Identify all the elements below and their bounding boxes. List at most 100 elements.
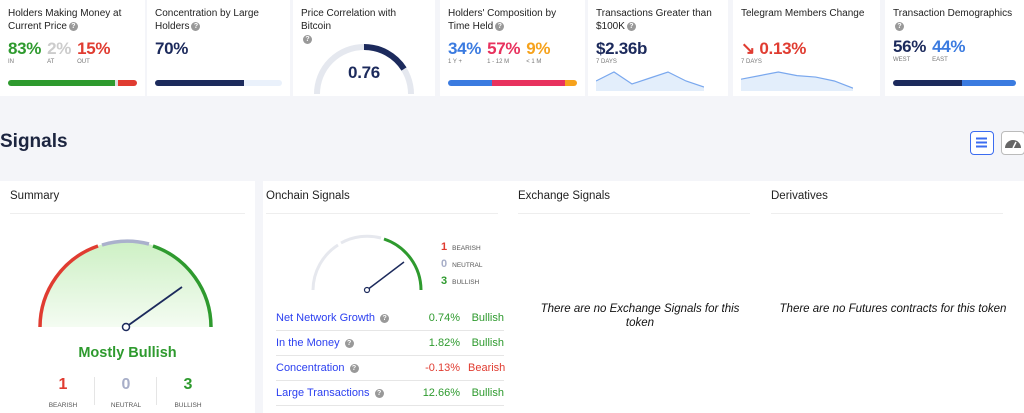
telegram-sparkline — [741, 71, 853, 91]
onchain-neutral: 0 NEUTRAL — [441, 258, 482, 270]
section-title: Signals — [0, 131, 68, 152]
sparkline-area — [741, 72, 853, 91]
summary-gauge — [38, 239, 213, 332]
card-title: Concentration by Large Holders — [155, 8, 259, 32]
help-icon[interactable]: ? — [495, 21, 505, 31]
out-value: 15% — [77, 39, 111, 58]
concentration-value: 70% — [155, 39, 189, 58]
east-value: 44% — [932, 37, 966, 56]
signal-status: Bullish — [471, 337, 504, 349]
list-icon — [976, 137, 987, 148]
demographics-bar — [893, 80, 1016, 86]
panel-title: Summary — [10, 181, 245, 214]
in-value: 83% — [8, 39, 42, 58]
short-term-value: 9% — [526, 39, 551, 58]
short-term-label: < 1 M — [526, 59, 542, 65]
signal-name-link[interactable]: In the Money ? — [276, 337, 429, 349]
signal-status: Bullish — [471, 387, 504, 399]
correlation-value: 0.76 — [348, 63, 380, 82]
neutral-count: 0 NEUTRAL — [96, 376, 156, 412]
card-time-held: Holders' Composition by Time Held? 34% 1 … — [440, 0, 585, 96]
help-icon[interactable]: ? — [626, 21, 636, 31]
in-label: IN — [8, 59, 14, 65]
signal-name-link[interactable]: Concentration ? — [276, 362, 425, 374]
signal-row: Large Transactions ? 12.66% Bullish — [276, 381, 504, 406]
card-title: Holders' Composition by Time Held — [448, 8, 557, 32]
card-title: Transaction Demographics — [893, 8, 1013, 19]
long-term-value: 34% — [448, 39, 482, 58]
mid-term-value: 57% — [487, 39, 521, 58]
derivatives-empty-message: There are no Futures contracts for this … — [779, 303, 1007, 315]
mid-term-label: 1 - 12 M — [487, 59, 510, 65]
signal-name-link[interactable]: Large Transactions ? — [276, 387, 423, 399]
card-holders-money: Holders Making Money at Current Price? 8… — [0, 0, 145, 96]
onchain-bullish: 3 BULLISH — [441, 275, 479, 287]
signal-value: 12.66% — [422, 387, 460, 399]
onchain-title: Onchain Signals — [266, 181, 498, 214]
east-label: EAST — [932, 57, 948, 63]
signal-name-link[interactable]: Net Network Growth ? — [276, 312, 429, 324]
signal-row: Net Network Growth ? 0.74% Bullish — [276, 306, 504, 331]
signal-value: 0.74% — [428, 312, 460, 324]
list-view-button[interactable] — [970, 131, 994, 155]
signal-value: -0.13% — [425, 362, 460, 374]
gauge-view-button[interactable] — [1001, 131, 1024, 155]
derivatives-title: Derivatives — [771, 181, 1003, 214]
summary-panel: Summary Mostly Bullish 1 BEARISH 0 NEUTRAL… — [0, 181, 255, 413]
telegram-value: 0.13% — [759, 39, 807, 58]
help-icon[interactable]: ? — [380, 313, 390, 323]
exchange-empty-message: There are no Exchange Signals for this t… — [540, 303, 740, 329]
long-term-label: 1 Y + — [448, 59, 462, 65]
bullish-count: 3 BULLISH — [158, 376, 218, 412]
bullish-value: 3 — [441, 275, 448, 287]
concentration-bar — [155, 80, 282, 86]
help-icon[interactable]: ? — [349, 363, 359, 373]
out-label: OUT — [77, 59, 90, 65]
onchain-bearish: 1 BEARISH — [441, 241, 481, 253]
help-icon[interactable]: ? — [374, 388, 384, 398]
divider — [156, 377, 157, 405]
bearish-value: 1 — [58, 376, 68, 393]
neutral-label: NEUTRAL — [452, 262, 483, 269]
time-held-bar — [448, 80, 577, 86]
sparkline-line — [741, 71, 853, 89]
neutral-value: 0 — [441, 258, 448, 270]
signal-value: 1.82% — [428, 337, 460, 349]
west-label: WEST — [893, 57, 911, 63]
neutral-value: 0 — [121, 376, 131, 393]
correlation-gauge — [314, 43, 414, 95]
signal-name[interactable]: Net Network Growth — [276, 312, 376, 324]
help-icon[interactable]: ? — [303, 34, 312, 44]
period-label: 7 DAYS — [596, 59, 617, 65]
help-icon[interactable]: ? — [895, 21, 904, 31]
help-icon[interactable]: ? — [68, 21, 78, 31]
card-telegram: Telegram Members Change ↘ 0.13% 7 DAYS — [733, 0, 880, 96]
neutral-label: NEUTRAL — [110, 402, 142, 409]
signal-name[interactable]: Concentration — [276, 362, 345, 374]
bearish-label: BEARISH — [452, 245, 481, 252]
at-value: 2% — [47, 39, 72, 58]
west-value: 56% — [893, 37, 927, 56]
signal-name[interactable]: In the Money — [276, 337, 340, 349]
gauge-icon — [1005, 140, 1021, 149]
period-label: 7 DAYS — [741, 59, 762, 65]
divider — [94, 377, 95, 405]
at-label: AT — [47, 59, 55, 65]
card-title: Price Correlation with Bitcoin — [301, 8, 397, 32]
help-icon[interactable]: ? — [191, 21, 201, 31]
exchange-title: Exchange Signals — [518, 181, 750, 214]
onchain-gauge — [311, 234, 423, 294]
sparkline-line — [596, 71, 704, 88]
signal-name[interactable]: Large Transactions — [276, 387, 370, 399]
signal-row: Concentration ? -0.13% Bearish — [276, 356, 506, 381]
summary-verdict: Mostly Bullish — [78, 345, 177, 361]
card-title: Holders Making Money at Current Price — [8, 8, 122, 32]
bullish-label: BULLISH — [452, 279, 480, 286]
signals-panel: Onchain Signals Exchange Signals Derivat… — [263, 181, 1024, 413]
help-icon[interactable]: ? — [344, 338, 354, 348]
transactions-value: $2.36b — [596, 39, 648, 58]
signal-status: Bullish — [471, 312, 504, 324]
signal-status: Bearish — [468, 362, 506, 374]
card-title: Telegram Members Change — [741, 8, 865, 19]
card-title: Transactions Greater than $100K — [596, 8, 712, 32]
